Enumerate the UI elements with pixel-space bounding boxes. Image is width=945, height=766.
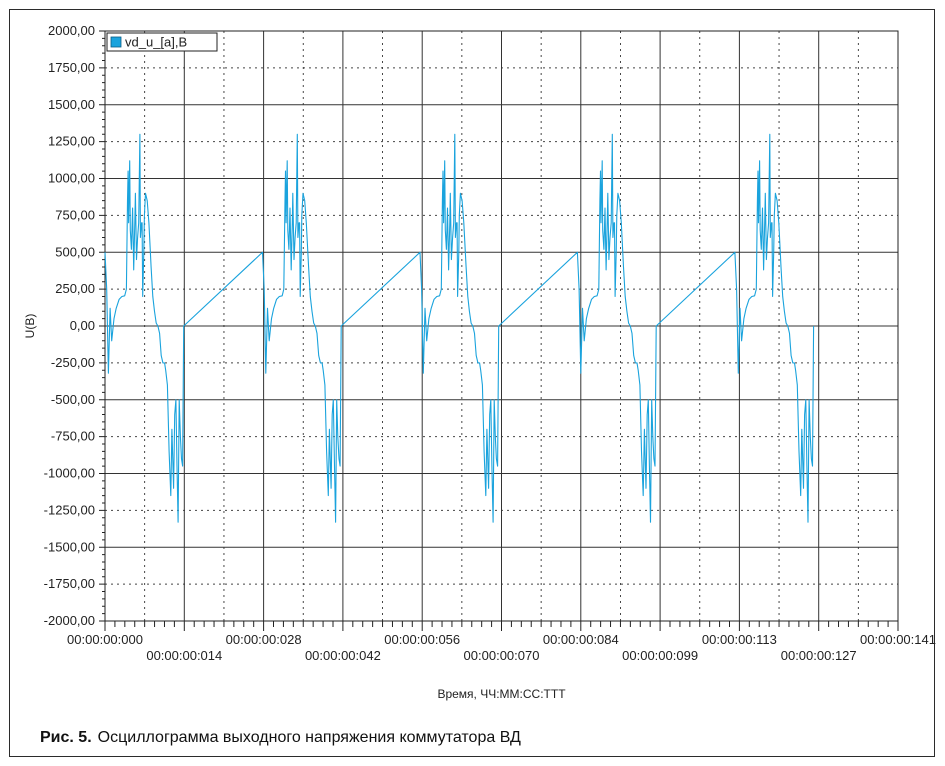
x-tick-label: 00:00:00:028 bbox=[226, 632, 302, 647]
y-tick-label: -1000,00 bbox=[44, 466, 95, 481]
legend-label: vd_u_[a],B bbox=[125, 35, 187, 50]
x-axis-title: Время, ЧЧ:ММ:СС:ТТТ bbox=[437, 687, 566, 701]
figure-frame: 2000,00 1750,00 1500,00 1250,00 1000,00 750,0… bbox=[9, 9, 936, 757]
grid-lines bbox=[104, 30, 899, 622]
series-line-vd-u-a bbox=[104, 133, 815, 523]
x-tick-label: 00:00:00:070 bbox=[464, 648, 540, 663]
y-tick-label: 1250,00 bbox=[48, 134, 95, 149]
figure-caption: Рис. 5. Осциллограмма выходного напряжени… bbox=[40, 729, 521, 747]
y-tick-label: 1500,00 bbox=[48, 97, 95, 112]
y-tick-label: -750,00 bbox=[51, 429, 95, 444]
x-tick-label: 00:00:00:014 bbox=[146, 648, 222, 663]
x-tick-label: 00:00:00:000 bbox=[67, 632, 143, 647]
x-tick-label: 00:00:00:127 bbox=[781, 648, 857, 663]
y-axis-title: U(B) bbox=[23, 314, 37, 339]
y-tick-label: -250,00 bbox=[51, 355, 95, 370]
y-tick-label: 250,00 bbox=[55, 281, 95, 296]
caption-text: Осциллограмма выходного напряжения комму… bbox=[97, 729, 521, 746]
y-tick-label: 2000,00 bbox=[48, 23, 95, 38]
x-tick-label: 00:00:00:042 bbox=[305, 648, 381, 663]
y-tick-label: 1000,00 bbox=[48, 171, 95, 186]
x-tick-label: 00:00:00:084 bbox=[543, 632, 619, 647]
y-tick-label: -1750,00 bbox=[44, 576, 95, 591]
y-tick-label: 0,00 bbox=[70, 318, 95, 333]
y-tick-label: -500,00 bbox=[51, 392, 95, 407]
chart: 2000,00 1750,00 1500,00 1250,00 1000,00 750,0… bbox=[23, 23, 936, 701]
y-tick-label: -2000,00 bbox=[44, 613, 95, 628]
legend: vd_u_[a],B bbox=[106, 32, 218, 52]
y-tick-label: -1500,00 bbox=[44, 539, 95, 554]
axis-ticks bbox=[99, 30, 899, 631]
y-tick-label: 500,00 bbox=[55, 244, 95, 259]
y-tick-label: 1750,00 bbox=[48, 60, 95, 75]
x-tick-label: 00:00:00:141 bbox=[860, 632, 936, 647]
caption-figure-number: Рис. 5. bbox=[40, 729, 92, 746]
x-tick-label: 00:00:00:099 bbox=[622, 648, 698, 663]
legend-swatch bbox=[110, 36, 122, 48]
x-tick-label: 00:00:00:113 bbox=[702, 632, 777, 647]
legend-box bbox=[106, 32, 218, 52]
y-tick-label: -1250,00 bbox=[44, 502, 95, 517]
x-tick-label: 00:00:00:056 bbox=[384, 632, 460, 647]
y-tick-label: 750,00 bbox=[55, 207, 95, 222]
